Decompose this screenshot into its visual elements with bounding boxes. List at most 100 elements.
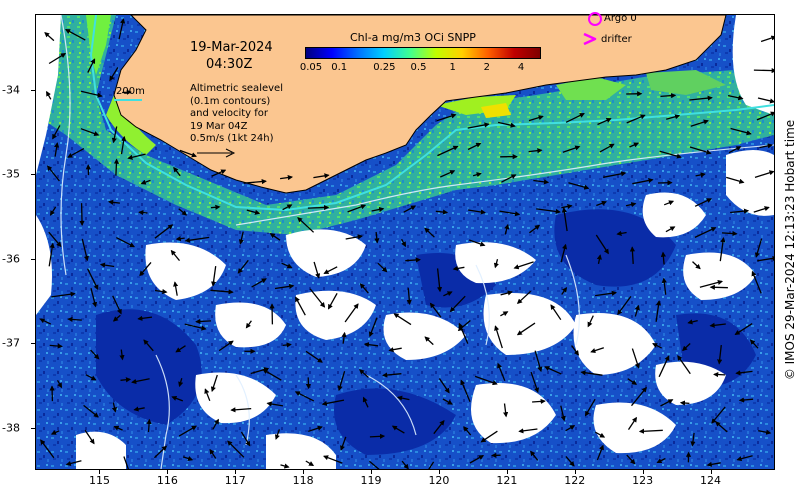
velocity-arrow xyxy=(113,425,123,431)
land-mass xyxy=(113,15,727,194)
velocity-arrow xyxy=(758,429,772,435)
velocity-arrow xyxy=(48,242,55,267)
velocity-arrow xyxy=(179,149,197,158)
velocity-arrow xyxy=(323,266,338,274)
velocity-arrow xyxy=(405,257,421,263)
velocity-arrow xyxy=(457,320,471,332)
velocity-arrow xyxy=(131,378,150,385)
velocity-arrow xyxy=(501,174,517,183)
velocity-arrow xyxy=(529,224,541,234)
velocity-arrow xyxy=(137,315,153,321)
x-tick-mark xyxy=(371,470,373,474)
velocity-arrow xyxy=(120,135,127,155)
velocity-arrow xyxy=(443,291,453,297)
velocity-arrow xyxy=(305,460,315,467)
velocity-arrow xyxy=(81,238,89,262)
velocity-arrow xyxy=(597,117,612,126)
velocity-arrow xyxy=(561,286,568,295)
x-tick-label: 116 xyxy=(156,474,178,487)
velocity-arrow xyxy=(424,227,435,238)
velocity-arrow xyxy=(595,234,609,255)
velocity-arrow xyxy=(340,436,347,451)
x-tick-mark xyxy=(710,470,712,474)
velocity-arrow xyxy=(184,323,207,331)
velocity-arrow xyxy=(719,236,726,262)
velocity-arrow xyxy=(480,430,498,443)
velocity-arrow xyxy=(658,355,670,378)
bathymetry-200m-contour xyxy=(89,15,774,212)
y-tick-mark xyxy=(31,343,35,345)
legend-line: 0.5m/s (1kt 24h) xyxy=(190,133,274,144)
velocity-arrow xyxy=(632,177,654,185)
velocity-arrow xyxy=(347,204,367,213)
velocity-arrow xyxy=(90,349,100,360)
velocity-arrow xyxy=(627,416,637,430)
velocity-arrow xyxy=(362,396,369,408)
velocity-arrow xyxy=(178,208,188,216)
velocity-arrow xyxy=(183,456,194,461)
velocity-arrow xyxy=(184,236,210,243)
legend-line: 19 Mar 04Z xyxy=(190,120,248,132)
cloud-masks xyxy=(36,15,774,469)
velocity-arrow xyxy=(759,143,773,149)
velocity-arrow xyxy=(344,303,359,323)
velocity-arrow xyxy=(631,348,640,369)
velocity-arrow xyxy=(695,172,706,178)
velocity-arrow xyxy=(307,425,323,433)
velocity-arrow xyxy=(282,342,292,348)
velocity-arrow xyxy=(530,371,540,393)
velocity-arrow xyxy=(629,246,636,264)
velocity-arrow xyxy=(565,455,575,467)
y-tick-label: -34 xyxy=(2,83,20,97)
legend-line: and velocity for xyxy=(190,108,269,119)
x-tick-mark xyxy=(167,470,169,474)
velocity-arrow xyxy=(369,433,386,439)
velocity-arrow xyxy=(49,343,63,349)
velocity-arrow xyxy=(687,319,698,325)
velocity-arrow xyxy=(690,119,709,127)
velocity-arrow xyxy=(87,268,99,291)
y-tick-mark xyxy=(31,427,35,429)
velocity-arrow xyxy=(663,200,675,206)
velocity-arrow xyxy=(694,198,713,207)
velocity-arrow xyxy=(56,379,63,389)
velocity-arrow xyxy=(544,366,562,375)
velocity-arrow xyxy=(79,203,85,227)
velocity-arrow xyxy=(238,231,244,245)
velocity-arrow xyxy=(243,178,267,185)
velocity-arrow xyxy=(240,431,251,447)
velocity-arrow xyxy=(313,173,330,179)
velocity-arrow xyxy=(153,445,168,459)
velocity-arrow xyxy=(359,283,369,294)
velocity-arrow xyxy=(401,460,409,469)
velocity-arrow xyxy=(112,295,122,315)
velocity-arrow xyxy=(280,463,290,469)
velocity-arrow xyxy=(497,121,516,128)
velocity-arrow xyxy=(281,262,293,269)
velocity-arrow xyxy=(596,444,604,461)
velocity-arrow xyxy=(468,209,486,215)
velocity-arrow xyxy=(638,428,663,434)
velocity-arrow xyxy=(751,270,762,294)
velocity-arrow xyxy=(442,398,453,405)
x-tick-mark xyxy=(506,470,508,474)
velocity-arrow xyxy=(436,268,443,293)
velocity-arrow xyxy=(119,349,125,361)
velocity-arrow xyxy=(210,266,217,287)
velocity-arrow xyxy=(173,166,181,177)
velocity-arrow xyxy=(140,179,151,185)
map-date: 19-Mar-2024 xyxy=(190,40,273,55)
colorbar-tick-label: 0.1 xyxy=(331,62,348,73)
velocity-scale-arrow-icon xyxy=(197,148,236,158)
sealevel-contours xyxy=(60,15,774,469)
map-canvas[interactable] xyxy=(36,15,774,469)
velocity-arrow xyxy=(48,231,62,248)
velocity-arrow xyxy=(178,378,184,388)
map-frame[interactable] xyxy=(35,14,775,470)
x-tick-label: 117 xyxy=(224,474,246,487)
velocity-arrow xyxy=(123,456,129,469)
velocity-arrow xyxy=(660,93,677,99)
velocity-arrow xyxy=(307,204,330,211)
velocity-arrow xyxy=(341,331,347,344)
velocity-arrow xyxy=(652,343,662,349)
